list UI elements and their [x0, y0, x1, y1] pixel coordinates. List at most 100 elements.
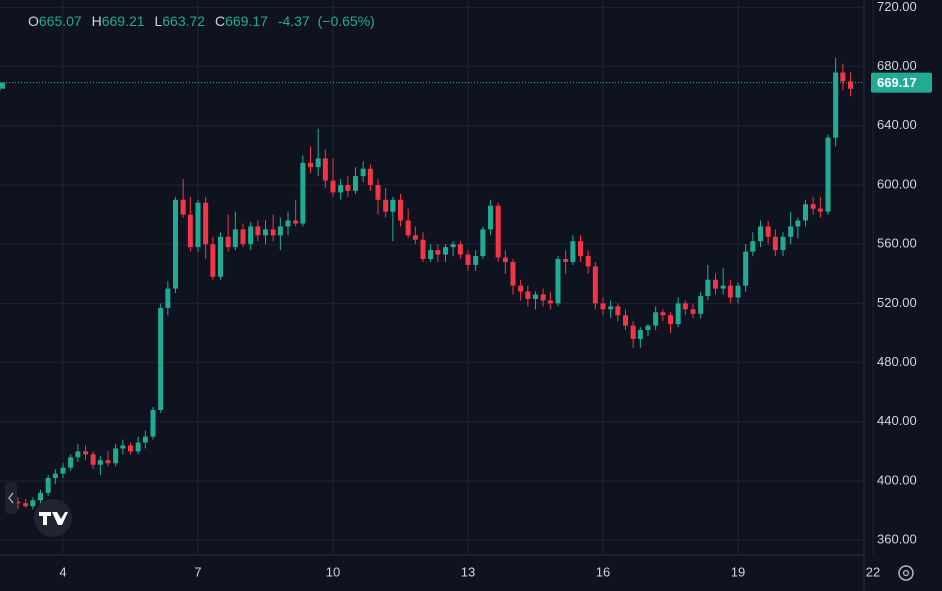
candle-body	[585, 256, 591, 267]
logo-mark[interactable]	[39, 512, 68, 525]
candle-body	[420, 239, 426, 259]
candle-body	[405, 220, 411, 236]
candle-body	[187, 214, 193, 248]
axes: 360.00 400.00 440.00 480.00 520.00 560.00 600.…	[59, 0, 932, 579]
candle-body	[45, 478, 51, 493]
candle-body	[645, 325, 651, 331]
high-label: H	[92, 13, 102, 29]
candle-body	[128, 445, 133, 452]
candle-body	[615, 306, 621, 316]
candle-body	[158, 307, 164, 410]
y-tick-label: 480.00	[877, 354, 917, 369]
settings-icon[interactable]	[898, 565, 914, 581]
y-tick-label: 400.00	[877, 472, 917, 487]
scroll-left-bg[interactable]	[5, 482, 17, 514]
candle-body	[97, 460, 103, 465]
close-value: 669.17	[225, 13, 268, 29]
low-label: L	[154, 13, 162, 29]
candle-body	[285, 220, 291, 227]
candle-body	[428, 250, 434, 259]
candle-body	[150, 409, 156, 437]
candle-body	[488, 205, 493, 230]
candle-body	[720, 285, 726, 289]
candle-body	[360, 168, 366, 177]
candle-body	[240, 229, 246, 245]
candle-body	[495, 205, 501, 258]
candle-body	[195, 202, 201, 248]
candle-body	[75, 451, 81, 458]
candle-body	[180, 199, 186, 215]
logo-circle[interactable]	[34, 499, 72, 537]
candle-body	[533, 294, 538, 299]
candle-body	[15, 501, 21, 504]
settings-button[interactable]	[898, 565, 914, 581]
open-value: 665.07	[39, 13, 82, 29]
candle-body	[457, 244, 463, 255]
ohlc-legend: O665.07 H669.21 L663.72 C669.17 -4.37 (−…	[28, 13, 375, 29]
candle-body	[263, 229, 268, 236]
candle-body	[675, 303, 681, 325]
candle-body	[173, 199, 178, 289]
candle-body	[308, 162, 313, 168]
low-value: 663.72	[162, 13, 205, 29]
candle-body	[398, 199, 403, 221]
grid	[0, 0, 874, 555]
candle-body	[817, 208, 823, 212]
candle-body	[353, 176, 358, 191]
candle-body	[412, 235, 418, 240]
candle-body	[315, 158, 321, 168]
x-tick-label: 22	[866, 564, 880, 579]
open-label: O	[28, 13, 39, 29]
y-tick-label: 600.00	[877, 176, 917, 191]
candle-body	[713, 279, 718, 289]
last-price-box	[871, 72, 932, 93]
candle-body	[653, 312, 659, 326]
candle-body	[825, 137, 831, 212]
candle-body	[563, 259, 569, 262]
x-tick-label: 7	[194, 564, 201, 579]
candle-body	[135, 442, 141, 452]
candle-body	[758, 226, 763, 242]
last-price-label: 669.17	[877, 75, 917, 90]
tv-logo[interactable]	[34, 499, 72, 537]
scroll-left-button[interactable]	[5, 482, 17, 514]
settings-icon-center[interactable]	[902, 569, 910, 577]
candle-body	[345, 185, 351, 191]
candle-body	[788, 226, 794, 237]
candle-body	[682, 303, 688, 310]
candle-body	[660, 312, 666, 316]
candle-body	[810, 204, 816, 209]
candle-body	[443, 247, 448, 255]
candle-body	[38, 492, 43, 501]
y-tick-label: 360.00	[877, 532, 917, 547]
candle-body	[690, 309, 696, 314]
candle-body	[510, 261, 516, 286]
candle-body	[210, 244, 216, 277]
candle-body	[60, 467, 66, 474]
candle-body	[750, 241, 756, 252]
candle-body	[203, 202, 209, 245]
candle-body	[450, 244, 456, 248]
candle-body	[322, 158, 328, 181]
candle-body	[833, 72, 839, 138]
candle-body	[547, 300, 553, 304]
candle-body	[668, 315, 673, 325]
candle-body	[105, 460, 111, 464]
candle-body	[293, 220, 299, 224]
candle-body	[502, 257, 508, 262]
candle-body	[338, 185, 344, 193]
candle-body	[367, 168, 373, 185]
scroll-left-icon[interactable]	[8, 492, 14, 504]
candle-body	[270, 229, 276, 236]
change-percent: (−0.65%)	[318, 13, 375, 29]
y-tick-label: 640.00	[877, 117, 917, 132]
x-tick-label: 10	[326, 564, 340, 579]
candle-body	[623, 315, 628, 326]
candle-body	[248, 226, 254, 245]
candles	[0, 57, 864, 510]
candle-body	[0, 82, 5, 89]
candle-body	[120, 445, 126, 449]
high-value: 669.21	[102, 13, 145, 29]
